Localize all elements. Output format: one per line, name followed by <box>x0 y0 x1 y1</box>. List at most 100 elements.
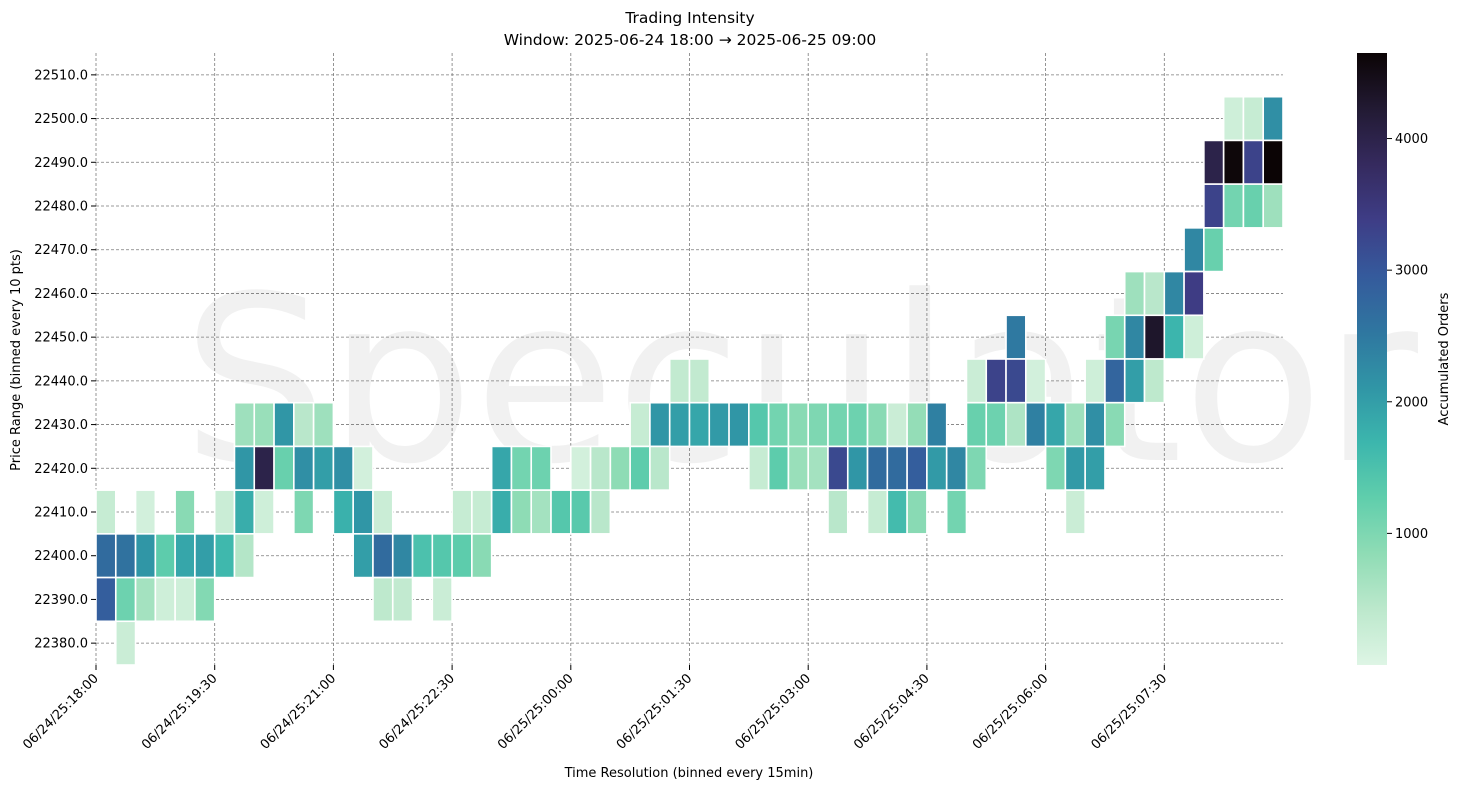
heatmap-cell <box>569 489 592 535</box>
y-tick-label: 22410.0 <box>34 506 88 521</box>
x-tick-label: 06/25/25:00:00 <box>495 671 576 752</box>
heatmap-cell <box>1222 183 1245 229</box>
heatmap-cell <box>945 445 968 491</box>
heatmap-cell <box>985 401 1007 448</box>
colorbar-label: Accumulated Orders <box>1437 292 1452 425</box>
heatmap-cell <box>213 533 236 579</box>
heatmap-cell <box>1222 139 1245 185</box>
colorbar-tick-label: 4000 <box>1395 132 1428 147</box>
y-axis: 22380.0 22390.0 22400.0 22410.0 22420.0 22430… <box>34 68 96 652</box>
heatmap-cell <box>490 489 513 535</box>
heatmap-cell <box>134 489 157 535</box>
heatmap-cell <box>1143 270 1166 317</box>
heatmap-cell <box>352 445 374 491</box>
heatmap-cell <box>213 489 236 535</box>
heatmap-cell <box>114 576 137 623</box>
heatmap-cell <box>926 401 948 448</box>
heatmap-cell <box>174 489 196 535</box>
x-tick-label: 06/25/25:06:00 <box>970 671 1051 752</box>
heatmap-cell <box>886 489 908 535</box>
heatmap-cell <box>1203 139 1225 185</box>
heatmap-cell <box>1163 314 1185 360</box>
heatmap-cell <box>1262 183 1284 229</box>
heatmap-cell <box>154 576 176 623</box>
x-tick-label: 06/25/25:07:30 <box>1089 671 1170 752</box>
heatmap-cell <box>1044 401 1067 448</box>
heatmap-cell <box>1143 314 1166 360</box>
heatmap-cell <box>451 533 473 579</box>
colorbar-tick-label: 2000 <box>1395 395 1428 410</box>
heatmap-cell <box>134 576 157 623</box>
x-tick-label: 06/24/25:19:30 <box>139 671 220 752</box>
colorbar-tick-label: 3000 <box>1395 264 1428 279</box>
heatmap-cell <box>1044 445 1067 491</box>
heatmap-cell <box>1084 445 1106 491</box>
heatmap-cell <box>1183 227 1205 273</box>
heatmap-cell <box>1104 358 1126 404</box>
heatmap-cell <box>827 489 849 535</box>
x-tick-label: 06/24/25:22:30 <box>376 671 457 752</box>
chart-title: Trading Intensity <box>624 9 754 27</box>
heatmap-cell <box>510 489 533 535</box>
heatmap-cell <box>530 445 552 491</box>
heatmap-cell <box>1183 314 1205 360</box>
x-axis: 06/24/25:18:00 06/24/25:19:30 06/24/25:21:… <box>20 665 1170 753</box>
heatmap-cell <box>1143 358 1166 404</box>
y-tick-label: 22430.0 <box>34 418 88 433</box>
heatmap-cell <box>174 576 196 623</box>
heatmap-cell <box>530 489 552 535</box>
heatmap-cell <box>906 445 928 491</box>
y-tick-label: 22450.0 <box>34 331 88 346</box>
heatmap-cell <box>273 401 295 448</box>
heatmap-cell <box>550 489 572 535</box>
heatmap-cell <box>906 401 928 448</box>
heatmap-cell <box>1262 139 1284 185</box>
heatmap-cell <box>1064 489 1086 535</box>
colorbar-gradient <box>1357 53 1387 665</box>
heatmap-cell <box>431 533 453 579</box>
heatmap-cell <box>194 576 216 623</box>
heatmap-cell <box>431 576 453 623</box>
heatmap-cell <box>510 445 533 491</box>
heatmap-cell <box>748 401 770 448</box>
y-tick-label: 22400.0 <box>34 549 88 564</box>
heatmap-cell <box>372 489 394 535</box>
heatmap-cell <box>1005 401 1027 448</box>
heatmap-cells <box>95 95 1284 666</box>
heatmap-cell <box>1242 95 1265 142</box>
heatmap-cell <box>688 358 711 404</box>
heatmap-cell <box>114 533 137 579</box>
x-tick-label: 06/24/25:21:00 <box>258 671 339 752</box>
colorbar-tick-label: 1000 <box>1395 527 1428 542</box>
heatmap-cell <box>253 401 275 448</box>
heatmap-cell <box>965 445 988 491</box>
heatmap-cell <box>668 358 691 404</box>
chart-subtitle: Window: 2025-06-24 18:00 → 2025-06-25 09… <box>504 31 877 49</box>
heatmap-cell <box>906 489 928 535</box>
heatmap-cell <box>95 489 117 535</box>
heatmap-cell <box>293 489 315 535</box>
heatmap-cell <box>1005 314 1027 360</box>
heatmap-cell <box>1222 95 1245 142</box>
heatmap-cell <box>1203 183 1225 229</box>
heatmap-cell <box>411 533 434 579</box>
heatmap-cell <box>1203 227 1225 273</box>
heatmap-cell <box>866 401 889 448</box>
heatmap-cell <box>312 445 335 491</box>
heatmap-cell <box>767 445 790 491</box>
heatmap-cell <box>134 533 157 579</box>
heatmap-cell <box>728 401 750 448</box>
heatmap-cell <box>748 445 770 491</box>
heatmap-cell <box>1005 358 1027 404</box>
heatmap-cell <box>233 489 256 535</box>
colorbar: 1000 2000 3000 4000 <box>1357 53 1428 665</box>
heatmap-cell <box>233 401 256 448</box>
heatmap-cell <box>1084 401 1106 448</box>
heatmap-cell <box>490 445 513 491</box>
heatmap-cell <box>1123 358 1146 404</box>
heatmap-cell <box>569 445 592 491</box>
heatmap-cell <box>886 445 908 491</box>
heatmap-cell <box>332 489 354 535</box>
heatmap-cell <box>1183 270 1205 317</box>
heatmap-cell <box>688 401 711 448</box>
